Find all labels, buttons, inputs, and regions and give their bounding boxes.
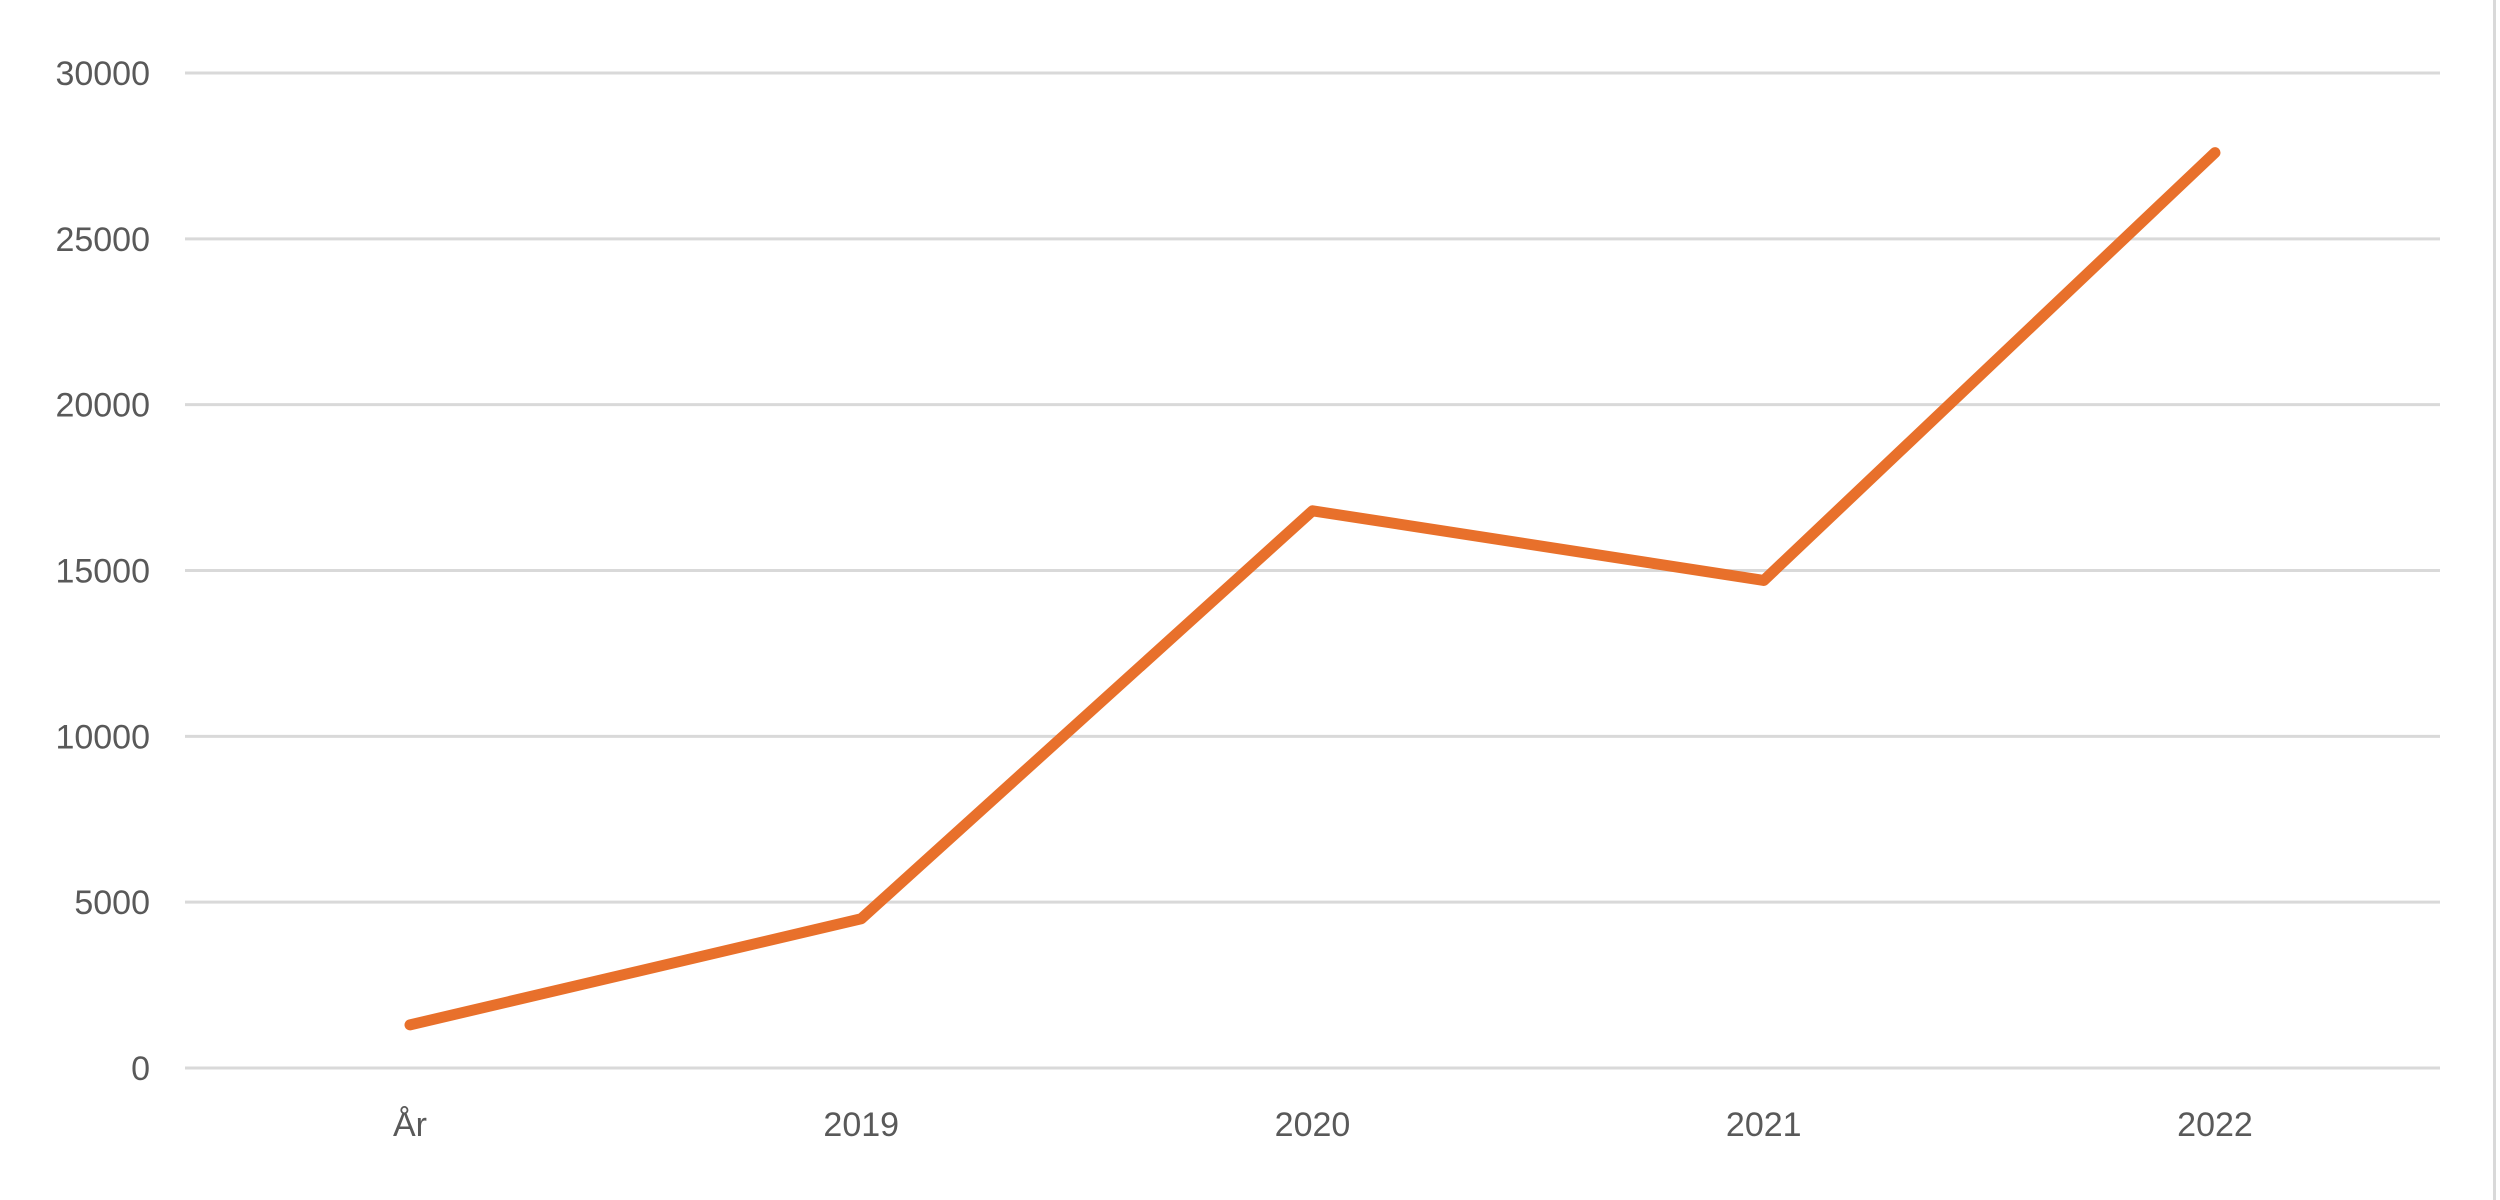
x-axis-category-label: 2020 — [1275, 1106, 1351, 1144]
x-axis-category-label: År — [393, 1106, 427, 1144]
y-axis-tick-label: 15000 — [55, 553, 150, 591]
x-axis-labels-group: År 2019 2020 2021 2022 — [393, 1106, 2253, 1144]
x-axis-category-label: 2019 — [823, 1106, 899, 1144]
y-axis-tick-label: 30000 — [55, 55, 150, 93]
y-axis-tick-label: 10000 — [55, 718, 150, 756]
data-series-group — [404, 147, 2221, 1031]
y-axis-tick-label: 5000 — [74, 884, 150, 922]
y-axis-tick-label: 20000 — [55, 387, 150, 425]
y-axis-tick-label: 0 — [131, 1050, 150, 1088]
x-axis-category-label: 2022 — [2177, 1106, 2253, 1144]
gridlines-group — [185, 71, 2440, 1070]
window-edge-line — [2493, 0, 2496, 1200]
y-axis-labels-group: 0 5000 10000 15000 20000 25000 30000 — [55, 55, 150, 1088]
data-series-line — [404, 147, 2221, 1031]
y-axis-tick-label: 25000 — [55, 221, 150, 259]
x-axis-category-label: 2021 — [1726, 1106, 1802, 1144]
